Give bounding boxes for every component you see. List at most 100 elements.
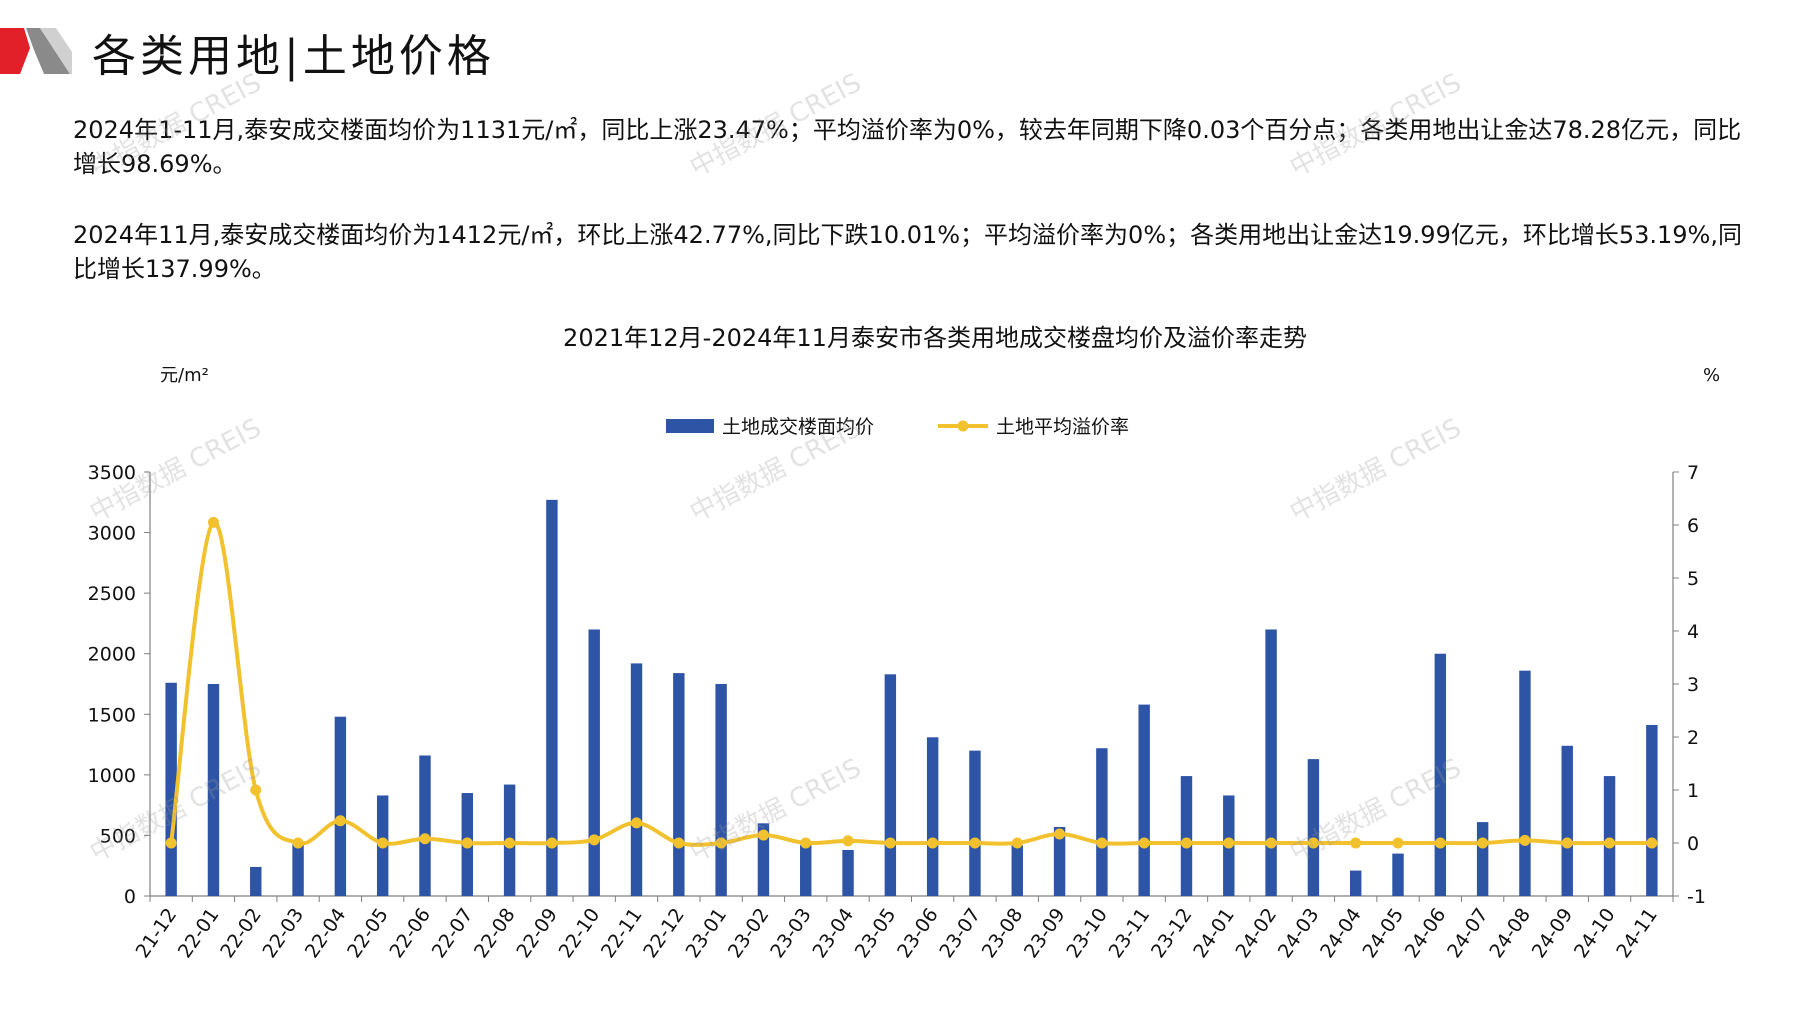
premium-rate-point [419, 833, 431, 845]
x-tick-label: 22-06 [385, 904, 435, 962]
price-bar [588, 629, 600, 896]
price-bar [1561, 745, 1573, 896]
premium-rate-point [1096, 837, 1108, 849]
summary-paragraph-month: 2024年11月,泰安成交楼面均价为1412元/㎡，环比上涨42.77%,同比下… [73, 221, 1742, 283]
premium-rate-point [969, 837, 981, 849]
y-left-tick-label: 2000 [88, 644, 136, 666]
y-right-tick-label: 2 [1687, 727, 1699, 749]
price-bar [1476, 822, 1489, 896]
y-right-tick-label: 6 [1687, 515, 1699, 537]
brand-logo [0, 28, 72, 74]
x-tick-label: 22-12 [639, 904, 689, 962]
premium-rate-point [1646, 837, 1658, 849]
premium-rate-line [169, 520, 1652, 847]
page-title: 各类用地|土地价格 [92, 31, 495, 82]
premium-rate-point [546, 837, 558, 849]
premium-rate-point [250, 784, 262, 796]
x-tick-label: 23-12 [1147, 904, 1197, 962]
price-bar [250, 866, 262, 896]
y-left-tick-label: 1000 [88, 765, 136, 787]
price-bar [165, 682, 177, 896]
price-bar [673, 673, 685, 896]
x-tick-label: 23-05 [851, 904, 901, 962]
x-tick-label: 22-01 [174, 904, 224, 962]
premium-rate-point [1011, 837, 1023, 849]
price-bar [546, 499, 558, 896]
y-right-tick-label: 3 [1687, 674, 1699, 696]
premium-rate-point [1180, 837, 1192, 849]
y-right-tick-label: 7 [1687, 462, 1699, 484]
x-tick-label: 22-02 [216, 904, 266, 962]
plot-area: 0 500 1000 1500 2000 2500 3000 3500 -1 0 1 2 3 4 5 6 7 21… [88, 462, 1706, 962]
premium-rate-point [1265, 837, 1277, 849]
price-bar [842, 849, 854, 896]
price-bar [292, 843, 304, 896]
y-right-tick-label: -1 [1687, 886, 1706, 908]
premium-rate-point [1138, 837, 1150, 849]
premium-rate-point [673, 837, 685, 849]
price-bar [715, 684, 727, 896]
premium-rate-point [800, 837, 812, 849]
premium-rate-point [1604, 837, 1616, 849]
price-bar [1096, 748, 1108, 896]
premium-rate-point [292, 837, 304, 849]
y-left-unit: 元/m² [160, 365, 209, 386]
legend-bar-label: 土地成交楼面均价 [722, 416, 874, 438]
x-tick-label: 23-09 [1020, 904, 1070, 962]
y-left-tick-label: 1500 [88, 704, 136, 726]
price-bar [1349, 870, 1362, 896]
x-tick-label: 24-05 [1358, 904, 1408, 962]
y-right-tick-label: 5 [1687, 568, 1699, 590]
legend-bar-swatch [666, 419, 714, 433]
price-bar [926, 737, 939, 896]
price-bar [1603, 776, 1616, 896]
legend-line-marker [957, 420, 969, 432]
x-tick-label: 23-03 [766, 904, 816, 962]
y-left-tick-label: 0 [124, 886, 136, 908]
price-bar [1053, 826, 1066, 896]
x-tick-label: 22-10 [555, 904, 605, 962]
x-tick-label: 24-09 [1528, 904, 1578, 962]
price-bar [1011, 845, 1023, 896]
price-bar [884, 674, 897, 896]
y-left-tick-label: 2500 [88, 583, 136, 605]
chart-title: 2021年12月-2024年11月泰安市各类用地成交楼盘均价及溢价率走势 [563, 324, 1307, 352]
x-tick-label: 24-04 [1316, 904, 1366, 962]
price-bar [1138, 704, 1150, 896]
x-tick-label: 22-09 [512, 904, 562, 962]
x-tick-label: 24-08 [1485, 904, 1535, 962]
premium-rate-point [1307, 837, 1319, 849]
premium-rate-point [757, 829, 769, 841]
x-tick-label: 23-01 [682, 904, 732, 962]
x-tick-label: 21-12 [132, 904, 182, 962]
legend-line-label: 土地平均溢价率 [996, 416, 1129, 438]
price-bar [969, 750, 981, 896]
x-tick-label: 22-08 [470, 904, 520, 962]
x-tick-label: 23-06 [893, 904, 943, 962]
x-tick-label: 22-04 [301, 904, 351, 962]
premium-rate-point [1392, 837, 1404, 849]
premium-rate-point [504, 837, 516, 849]
x-tick-label: 22-11 [597, 904, 647, 962]
x-tick-label: 24-11 [1612, 904, 1662, 962]
price-bar [1392, 853, 1404, 896]
price-bar [630, 663, 643, 896]
premium-rate-point [461, 837, 473, 849]
premium-rate-point [1223, 837, 1235, 849]
price-premium-chart: 2021年12月-2024年11月泰安市各类用地成交楼盘均价及溢价率走势 元/m… [88, 324, 1720, 962]
price-bar [1265, 629, 1277, 896]
x-tick-label: 23-11 [1105, 904, 1155, 962]
x-tick-label: 24-07 [1443, 904, 1493, 962]
chart-legend: 土地成交楼面均价 土地平均溢价率 [666, 416, 1129, 438]
premium-rate-point [884, 837, 896, 849]
x-tick-label: 23-04 [808, 904, 858, 962]
x-tick-label: 23-07 [935, 904, 985, 962]
price-bar [419, 755, 431, 896]
premium-rate-point [1434, 837, 1446, 849]
price-bar [1519, 670, 1531, 896]
premium-rate-point [334, 815, 346, 827]
premium-rate-point [377, 837, 389, 849]
x-tick-label: 23-08 [978, 904, 1028, 962]
x-tick-label: 24-02 [1231, 904, 1281, 962]
price-bar [1180, 776, 1193, 896]
